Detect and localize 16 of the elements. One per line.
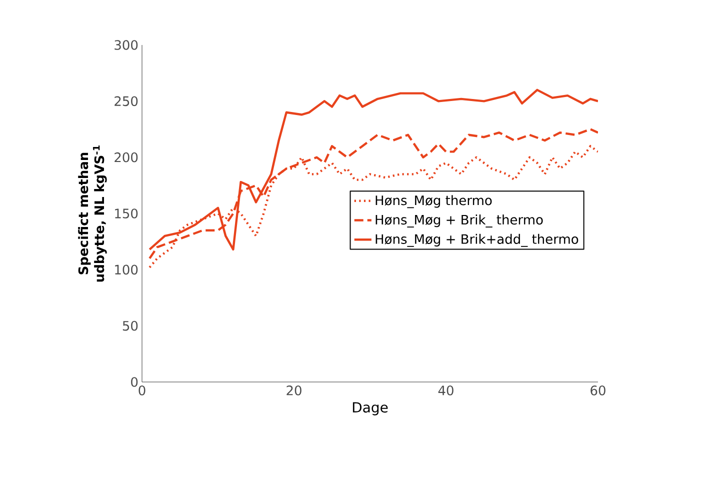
y-tick-label: 250 [114,96,138,106]
x-axis-title: Dage [352,402,388,416]
y-tick-label: 150 [115,208,138,218]
x-tick-label: 0 [138,386,146,396]
y-tick-label: 200 [114,152,138,162]
x-tick-label: 40 [438,386,454,396]
x-tick-label: 60 [590,386,606,396]
y-tick-label: 0 [131,377,138,387]
y-tick-label: 100 [115,264,138,275]
legend-label: Høns_Møg + Brik+add_ thermo [376,234,578,247]
y-tick-label: 300 [114,40,138,50]
text: Specifict methan udbytte, NL kgVS$^{-1}$ [78,145,107,282]
legend-label: Høns_Møg thermo [376,195,492,208]
x-tick-label: 20 [286,386,302,396]
y-tick-label: 50 [122,320,138,331]
legend-label: Høns_Møg + Brik_ thermo [376,214,543,228]
